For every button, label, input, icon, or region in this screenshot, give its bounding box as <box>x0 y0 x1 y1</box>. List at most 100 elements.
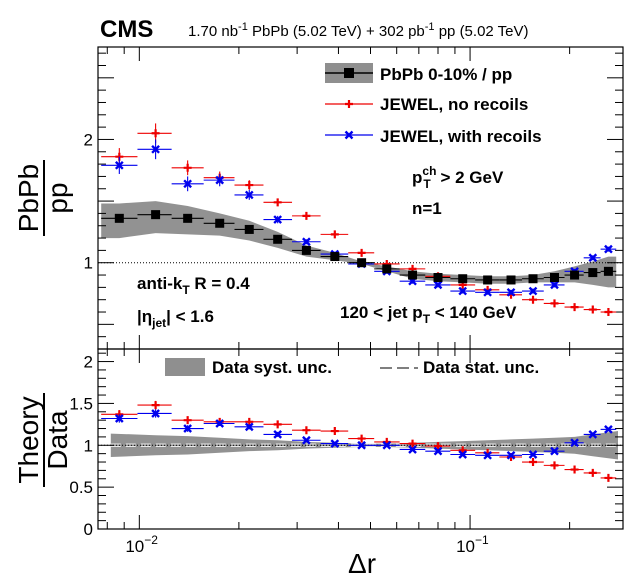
y-tick-label: 1 <box>84 436 93 455</box>
x-tick-label: 10−2 <box>125 533 158 556</box>
y-tick-label: 1 <box>84 254 93 273</box>
ratio-jewel-rec-point <box>215 419 225 428</box>
ratio-jewel-rec-point <box>550 446 559 456</box>
data-point <box>588 268 598 278</box>
jewel-rec-point <box>215 175 225 185</box>
data-point <box>528 274 538 284</box>
ratio-jewel-rec-point <box>330 439 340 448</box>
legend-syst-swatch <box>165 358 205 376</box>
x-tick-label-exponent: −2 <box>144 533 158 547</box>
jewel-norec-point <box>151 129 160 138</box>
y-tick-label: 2 <box>84 353 93 372</box>
jet-pt-annotation: 120 < jet pT < 140 GeV <box>340 303 517 326</box>
x-axis-label: Δr <box>348 548 376 579</box>
bottom-y-axis-title: Theory Data <box>13 393 73 487</box>
legend-data-marker <box>344 68 354 78</box>
bottom-frame <box>97 348 624 530</box>
ratio-jewel-rec-point <box>588 430 598 439</box>
data-point <box>151 210 161 220</box>
data-point <box>215 218 225 228</box>
data-point <box>330 252 340 262</box>
jewel-norec-point <box>302 211 311 220</box>
jewel-norec-point <box>273 198 282 207</box>
legend-jewel-norec-marker <box>345 100 353 108</box>
ratio-jewel-rec-point <box>151 409 160 418</box>
jewel-norec-point <box>183 163 192 172</box>
ratio-jewel-rec-point <box>357 440 366 450</box>
pt-cut-annotation: pch T > 2 GeV <box>412 164 504 191</box>
data-point <box>408 270 418 280</box>
legend-jewel-rec-marker <box>344 130 354 140</box>
jewel-norec-point <box>570 303 579 312</box>
ratio-jewel-rec-point <box>114 414 124 423</box>
data-point <box>570 270 580 280</box>
jewel-norec-point <box>245 181 254 190</box>
data-point <box>433 273 443 283</box>
data-point <box>382 264 392 274</box>
legend-jewel-norec-label: JEWEL, no recoils <box>380 95 528 114</box>
ratio-jewel-rec-point <box>506 450 516 460</box>
jewel-norec-point <box>330 230 339 239</box>
data-syst-band <box>101 201 617 288</box>
jewel-norec-point <box>529 295 538 304</box>
cms-label: CMS <box>100 16 153 43</box>
top-ylabel-numerator: PbPb <box>13 164 44 233</box>
data-point <box>273 234 283 244</box>
jewel-rec-point <box>302 237 311 247</box>
jewel-norec-point <box>357 248 366 257</box>
jewel-rec-point <box>550 280 559 290</box>
n-annotation: n=1 <box>412 199 442 218</box>
ratio-jewel-rec-point <box>458 450 468 459</box>
legend-data-label: PbPb 0-10% / pp <box>380 65 512 84</box>
bottom-legend: Data syst. unc. Data stat. unc. <box>165 358 539 377</box>
x-tick-label: 10−1 <box>456 533 489 556</box>
x-tick-labels: 10−2 10−1 <box>125 533 489 556</box>
ratio-jewel-norec-point <box>151 401 160 410</box>
data-point <box>458 274 468 284</box>
bottom-stat-band <box>110 443 618 448</box>
jewel-rec-point <box>483 287 492 297</box>
x-tick-label-exponent: −1 <box>475 533 489 547</box>
ratio-jewel-norec-point <box>434 442 443 451</box>
data-point <box>114 213 124 223</box>
top-ylabel-denominator: pp <box>42 182 73 213</box>
ratio-jewel-norec-point <box>273 420 282 429</box>
jewel-rec-point <box>588 253 598 263</box>
luminosity-label: 1.70 nb-1 PbPb (5.02 TeV) + 302 pb-1 pp … <box>188 21 529 40</box>
ratio-jewel-rec-point <box>273 430 283 439</box>
ratio-jewel-rec-point <box>408 445 417 454</box>
x-tick-label-base: 10 <box>125 537 144 556</box>
jewel-rec-point <box>114 160 124 170</box>
jewel-rec-point <box>244 190 254 200</box>
ratio-jewel-rec-point <box>302 435 311 445</box>
ratio-jewel-norec-point <box>183 416 192 425</box>
legend-entry-syst: Data syst. unc. <box>165 358 332 377</box>
x-tick-label-base: 10 <box>456 537 475 556</box>
y-tick-label: 0.5 <box>69 478 93 497</box>
legend-entry-jewel-norec: JEWEL, no recoils <box>325 95 528 114</box>
y-tick-label: 2 <box>84 130 93 149</box>
ratio-jewel-rec-point <box>570 438 579 448</box>
ratio-jewel-norec-point <box>604 473 613 482</box>
jewel-rec-point <box>506 287 516 297</box>
bottom-series <box>101 400 617 482</box>
ratio-jewel-norec-point <box>550 461 559 470</box>
top-y-axis-title: PbPb pp <box>13 160 73 236</box>
legend-entry-jewel-rec: JEWEL, with recoils <box>325 127 542 146</box>
bottom-y-ticks: 0 0.5 1 1.5 2 <box>69 353 623 539</box>
algo-annotation: anti-kT R = 0.4 <box>137 274 250 297</box>
ratio-jewel-rec-point <box>382 440 392 450</box>
legend-entry-data: PbPb 0-10% / pp <box>325 63 512 84</box>
jewel-norec-point <box>550 299 559 308</box>
ratio-jewel-rec-point <box>528 450 538 459</box>
y-tick-label: 1.5 <box>69 394 93 413</box>
ratio-jewel-norec-point <box>357 434 366 443</box>
ratio-jewel-rec-point <box>483 450 492 460</box>
jewel-rec-point <box>273 215 283 224</box>
data-point <box>603 266 613 276</box>
ratio-jewel-rec-point <box>604 425 613 434</box>
data-point <box>506 275 516 285</box>
bottom-ylabel-denominator: Data <box>42 410 73 470</box>
top-series <box>101 123 617 317</box>
